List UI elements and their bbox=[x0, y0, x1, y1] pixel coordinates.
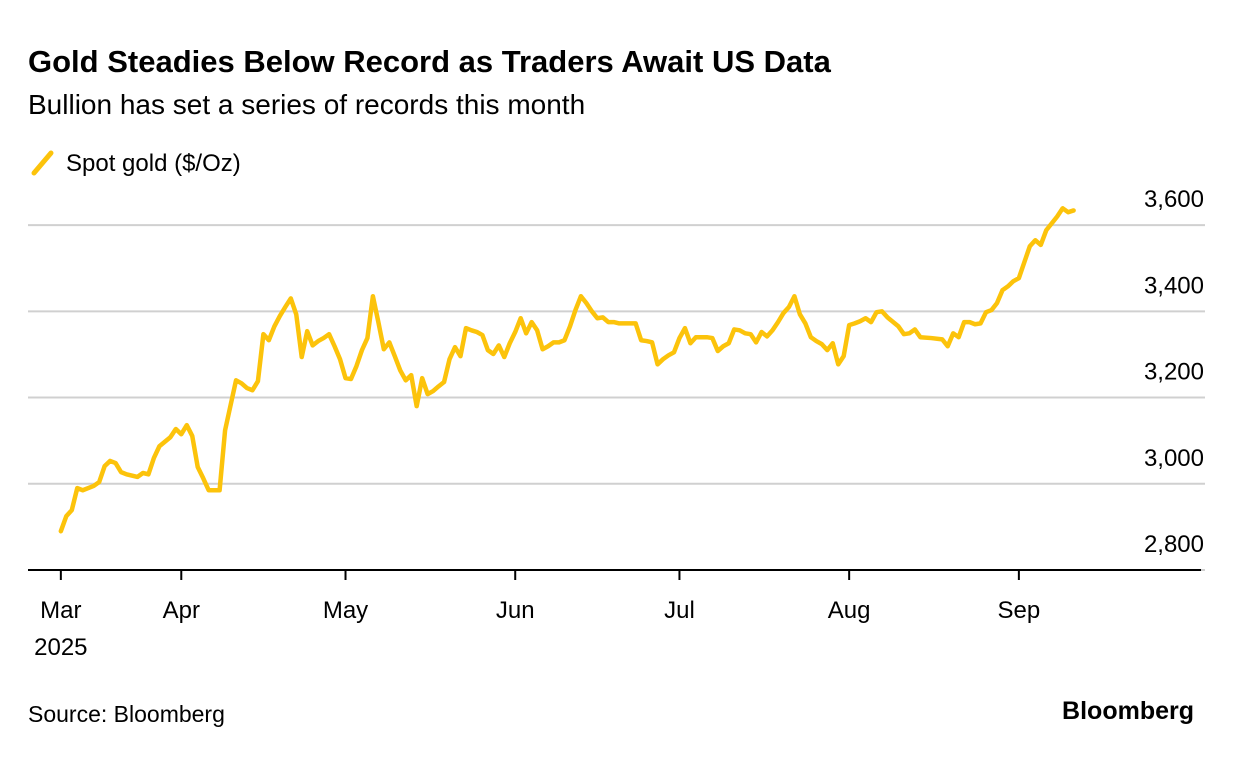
x-tick-label: Mar 2025 bbox=[34, 597, 87, 661]
legend-label: Spot gold ($/Oz) bbox=[66, 150, 241, 177]
source: Source: Bloomberg bbox=[28, 701, 225, 727]
y-tick-label: 3,200 bbox=[1144, 359, 1204, 386]
y-tick-label: 3,000 bbox=[1144, 445, 1204, 472]
chart-subtitle: Bullion has set a series of records this… bbox=[28, 89, 585, 120]
x-tick-label: Sep bbox=[998, 597, 1041, 624]
x-tick-label: Jul bbox=[664, 597, 695, 624]
x-tick-label: May bbox=[323, 597, 368, 624]
y-tick-label: 2,800 bbox=[1144, 531, 1204, 558]
chart-title: Gold Steadies Below Record as Traders Aw… bbox=[28, 44, 832, 79]
x-tick-label: Aug bbox=[828, 597, 871, 624]
x-tick-label: Jun bbox=[496, 597, 535, 624]
x-tick-label: Apr bbox=[163, 597, 200, 624]
price-line bbox=[58, 206, 1076, 534]
y-tick-label: 3,400 bbox=[1144, 272, 1204, 299]
legend-swatch bbox=[31, 150, 54, 176]
y-tick-label: 3,600 bbox=[1144, 186, 1204, 213]
brand: Bloomberg bbox=[1062, 697, 1194, 725]
